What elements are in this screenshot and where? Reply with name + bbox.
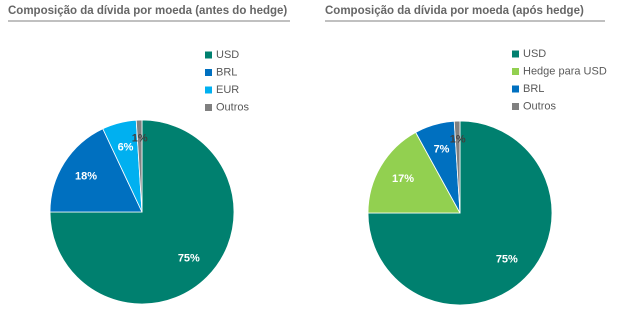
legend-swatch xyxy=(205,86,212,94)
legend-swatch xyxy=(205,69,212,76)
data-label: 7% xyxy=(434,143,450,155)
pie-slice xyxy=(49,128,143,213)
legend-swatch xyxy=(512,68,519,75)
data-label: 1% xyxy=(450,133,466,145)
legend-swatch xyxy=(205,51,212,59)
legend-label: Hedge para USD xyxy=(523,65,607,77)
data-label: 18% xyxy=(75,170,97,182)
chart-title: Composição da dívida por moeda (após hed… xyxy=(325,5,584,17)
pie-slice xyxy=(367,131,461,214)
legend-label: BRL xyxy=(216,66,237,78)
legend-label: BRL xyxy=(523,83,544,95)
legend-swatch xyxy=(512,50,519,58)
legend-label: EUR xyxy=(216,84,239,96)
pie-slice xyxy=(135,119,143,213)
chart-title: Composição da dívida por moeda (antes do… xyxy=(8,5,287,17)
data-label: 75% xyxy=(178,253,200,265)
data-label: 75% xyxy=(496,254,518,266)
legend-swatch xyxy=(512,85,519,93)
legend-swatch xyxy=(512,103,519,110)
legend-label: USD xyxy=(523,48,546,60)
legend-label: USD xyxy=(216,49,239,61)
data-label: 6% xyxy=(118,142,134,154)
data-label: 1% xyxy=(132,132,148,144)
pie-slice xyxy=(453,120,461,214)
pie-slice xyxy=(49,119,235,305)
legend-label: Outros xyxy=(523,100,557,112)
data-label: 17% xyxy=(392,173,414,185)
pie-slice xyxy=(367,120,553,306)
legend-swatch xyxy=(205,104,212,111)
legend-label: Outros xyxy=(216,101,250,113)
